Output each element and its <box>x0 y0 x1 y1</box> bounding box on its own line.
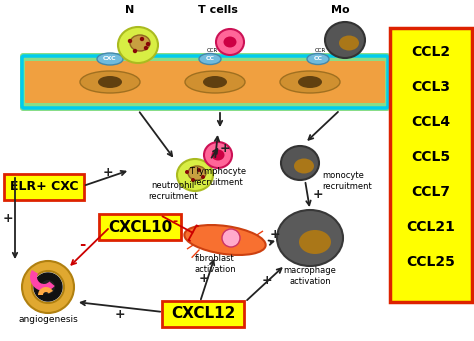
Text: CCR: CCR <box>206 48 218 54</box>
Text: CC: CC <box>206 57 215 61</box>
Ellipse shape <box>280 71 340 93</box>
Text: CCL5: CCL5 <box>411 150 451 164</box>
FancyBboxPatch shape <box>390 28 472 302</box>
Ellipse shape <box>204 142 232 168</box>
Text: CC: CC <box>313 57 322 61</box>
Text: +: + <box>3 211 13 224</box>
Text: macrophage
activation: macrophage activation <box>283 266 337 286</box>
Text: fibroblast
activation: fibroblast activation <box>194 254 236 274</box>
Text: CCL25: CCL25 <box>407 255 456 269</box>
Circle shape <box>140 37 144 41</box>
Text: -: - <box>79 237 85 252</box>
Text: CCR: CCR <box>314 48 326 54</box>
Ellipse shape <box>80 71 140 93</box>
Wedge shape <box>38 287 53 295</box>
FancyBboxPatch shape <box>99 214 181 240</box>
Ellipse shape <box>203 76 227 88</box>
Ellipse shape <box>299 230 331 254</box>
Wedge shape <box>30 270 55 291</box>
Text: ELR+ CXC: ELR+ CXC <box>10 180 78 193</box>
FancyBboxPatch shape <box>4 174 84 200</box>
Circle shape <box>128 39 132 43</box>
Circle shape <box>201 175 205 179</box>
Text: +: + <box>262 273 272 286</box>
Text: CXCL12: CXCL12 <box>171 307 235 322</box>
Circle shape <box>133 49 137 53</box>
Circle shape <box>41 280 55 294</box>
FancyBboxPatch shape <box>20 53 390 111</box>
Ellipse shape <box>188 166 206 180</box>
Text: +: + <box>270 227 280 240</box>
Ellipse shape <box>339 35 359 50</box>
Ellipse shape <box>98 76 122 88</box>
Text: CCL21: CCL21 <box>407 220 456 234</box>
Wedge shape <box>22 261 74 313</box>
Ellipse shape <box>216 29 244 55</box>
Ellipse shape <box>199 54 221 64</box>
Text: CCL7: CCL7 <box>411 185 450 199</box>
Ellipse shape <box>307 54 329 64</box>
Ellipse shape <box>97 53 123 65</box>
Text: neutrophil
recruitment: neutrophil recruitment <box>148 181 198 201</box>
Ellipse shape <box>211 149 225 161</box>
Ellipse shape <box>177 159 213 191</box>
Ellipse shape <box>325 22 365 58</box>
Ellipse shape <box>294 159 314 174</box>
Text: N: N <box>126 5 135 15</box>
Ellipse shape <box>277 210 343 266</box>
Circle shape <box>144 46 148 50</box>
Text: +: + <box>103 165 113 178</box>
Text: CCL4: CCL4 <box>411 115 451 129</box>
Text: +: + <box>313 189 323 202</box>
Circle shape <box>197 168 201 172</box>
Ellipse shape <box>224 36 237 47</box>
Ellipse shape <box>184 225 265 255</box>
Text: T lymphocyte
recruitment: T lymphocyte recruitment <box>190 167 246 187</box>
Text: +: + <box>115 309 125 322</box>
Ellipse shape <box>298 76 322 88</box>
Text: CCL3: CCL3 <box>411 80 450 94</box>
Ellipse shape <box>185 71 245 93</box>
Text: +: + <box>199 271 210 284</box>
Text: CXC: CXC <box>103 57 117 61</box>
Circle shape <box>34 273 62 301</box>
Circle shape <box>191 178 195 182</box>
Ellipse shape <box>130 35 150 51</box>
Text: angiogenesis: angiogenesis <box>18 314 78 324</box>
Circle shape <box>146 42 150 46</box>
Text: CXCL10: CXCL10 <box>108 220 172 235</box>
Text: T cells: T cells <box>198 5 238 15</box>
Circle shape <box>185 170 189 174</box>
FancyBboxPatch shape <box>25 61 385 103</box>
Ellipse shape <box>118 27 158 63</box>
Text: -: - <box>173 216 178 228</box>
Text: CCL2: CCL2 <box>411 45 451 59</box>
Ellipse shape <box>281 146 319 180</box>
Text: +: + <box>219 142 230 154</box>
Text: monocyte
recruitment: monocyte recruitment <box>322 171 372 191</box>
Text: Mo: Mo <box>331 5 349 15</box>
Circle shape <box>222 229 240 247</box>
FancyBboxPatch shape <box>162 301 244 327</box>
